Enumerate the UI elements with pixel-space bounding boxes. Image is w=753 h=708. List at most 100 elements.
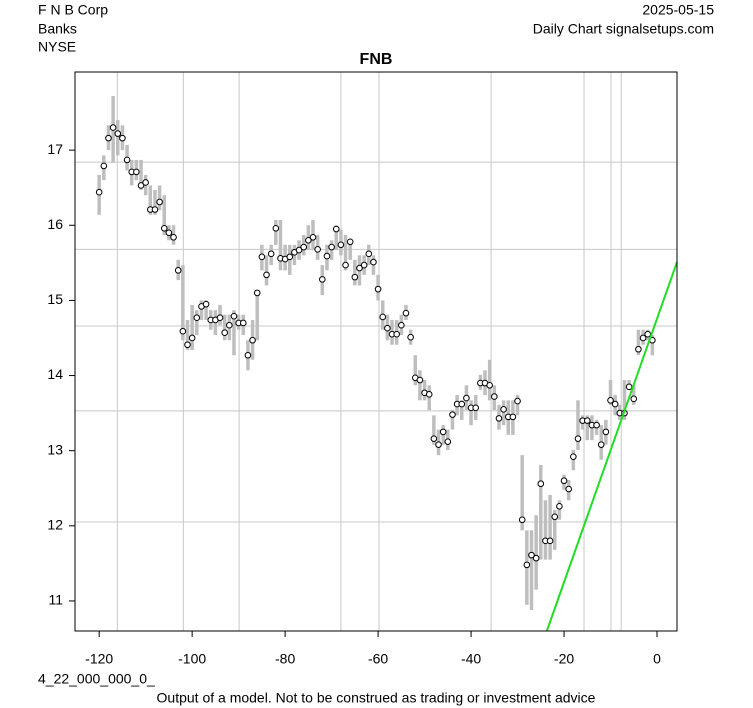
sector: Banks	[38, 21, 77, 37]
code: 4_22_000_000_0_	[38, 671, 155, 687]
close-point	[472, 404, 480, 412]
close-point	[607, 397, 614, 404]
y-tick-label: 11	[48, 592, 63, 608]
close-point	[179, 327, 187, 335]
close-point	[267, 250, 275, 258]
close-point	[625, 383, 633, 391]
close-point	[639, 334, 647, 342]
close-point	[514, 397, 521, 405]
close-point	[221, 329, 228, 337]
close-point	[537, 480, 545, 488]
y-tick-label: 13	[47, 441, 63, 457]
close-point	[611, 400, 619, 408]
close-point	[300, 243, 308, 251]
close-point	[495, 415, 503, 422]
close-point	[258, 253, 266, 261]
close-point	[239, 319, 247, 327]
close-point	[142, 179, 149, 186]
close-point	[509, 413, 517, 421]
close-point	[188, 334, 196, 342]
x-tick-label: -20	[554, 651, 574, 667]
close-point	[309, 233, 317, 241]
close-point	[216, 314, 224, 321]
close-point	[123, 156, 131, 164]
close-point	[500, 406, 507, 413]
close-point	[174, 267, 182, 274]
close-point	[319, 276, 326, 283]
close-point	[593, 421, 600, 429]
close-point	[439, 428, 447, 436]
x-tick-label: -40	[461, 651, 481, 667]
trend-line	[545, 261, 678, 632]
close-point	[546, 537, 554, 545]
close-point	[105, 134, 112, 142]
close-point	[337, 241, 345, 249]
close-point	[170, 233, 177, 241]
close-point	[202, 300, 210, 308]
close-point	[491, 393, 498, 400]
x-tick-label: -80	[275, 651, 295, 667]
close-point	[370, 258, 377, 266]
close-point	[449, 411, 456, 418]
x-tick-label: 0	[653, 651, 661, 667]
y-tick-label: 12	[47, 517, 63, 533]
y-tick-label: 16	[47, 216, 63, 232]
close-point	[402, 309, 410, 317]
close-point	[272, 224, 280, 232]
close-point	[342, 261, 349, 269]
close-point	[165, 229, 173, 237]
close-point	[574, 435, 582, 442]
close-point	[463, 394, 470, 402]
close-point	[360, 261, 368, 269]
close-point	[583, 417, 591, 424]
close-point	[597, 441, 605, 448]
close-point	[407, 333, 414, 341]
close-point	[528, 551, 535, 559]
close-point	[425, 391, 433, 398]
close-point	[230, 312, 238, 320]
x-tick-label: -120	[85, 651, 113, 667]
close-point	[193, 314, 201, 321]
close-point	[323, 252, 331, 260]
y-tick-label: 15	[47, 291, 63, 307]
close-point	[523, 561, 531, 569]
x-tick-label: -100	[178, 651, 206, 667]
close-point	[393, 330, 400, 338]
close-point	[644, 330, 652, 338]
close-point	[151, 206, 159, 213]
close-point	[314, 246, 321, 253]
close-point	[518, 516, 526, 524]
chart-title: FNB	[360, 51, 393, 68]
close-point	[602, 428, 610, 436]
close-point	[356, 264, 363, 272]
close-point	[635, 345, 642, 353]
close-point	[244, 351, 252, 359]
close-point	[444, 438, 452, 445]
close-point	[630, 395, 638, 403]
close-point	[565, 485, 572, 493]
close-point	[263, 271, 270, 279]
close-point	[137, 182, 145, 189]
close-point	[95, 188, 103, 196]
close-point	[398, 321, 405, 329]
close-point	[551, 513, 559, 521]
disclaimer: Output of a model. Not to be construed a…	[157, 690, 596, 706]
close-point	[379, 313, 387, 321]
close-point	[253, 289, 261, 297]
close-point	[532, 554, 540, 562]
close-point	[109, 124, 117, 131]
close-point	[328, 243, 335, 251]
close-point	[286, 253, 294, 261]
company: F N B Corp	[38, 2, 108, 18]
x-tick-label: -60	[368, 651, 388, 667]
close-point	[430, 435, 438, 442]
close-point	[100, 162, 108, 170]
close-point	[416, 376, 424, 384]
close-point	[305, 237, 312, 244]
close-point	[249, 336, 256, 344]
close-point	[184, 341, 191, 349]
close-point	[458, 400, 466, 408]
close-point	[226, 321, 233, 329]
close-point	[332, 225, 340, 233]
